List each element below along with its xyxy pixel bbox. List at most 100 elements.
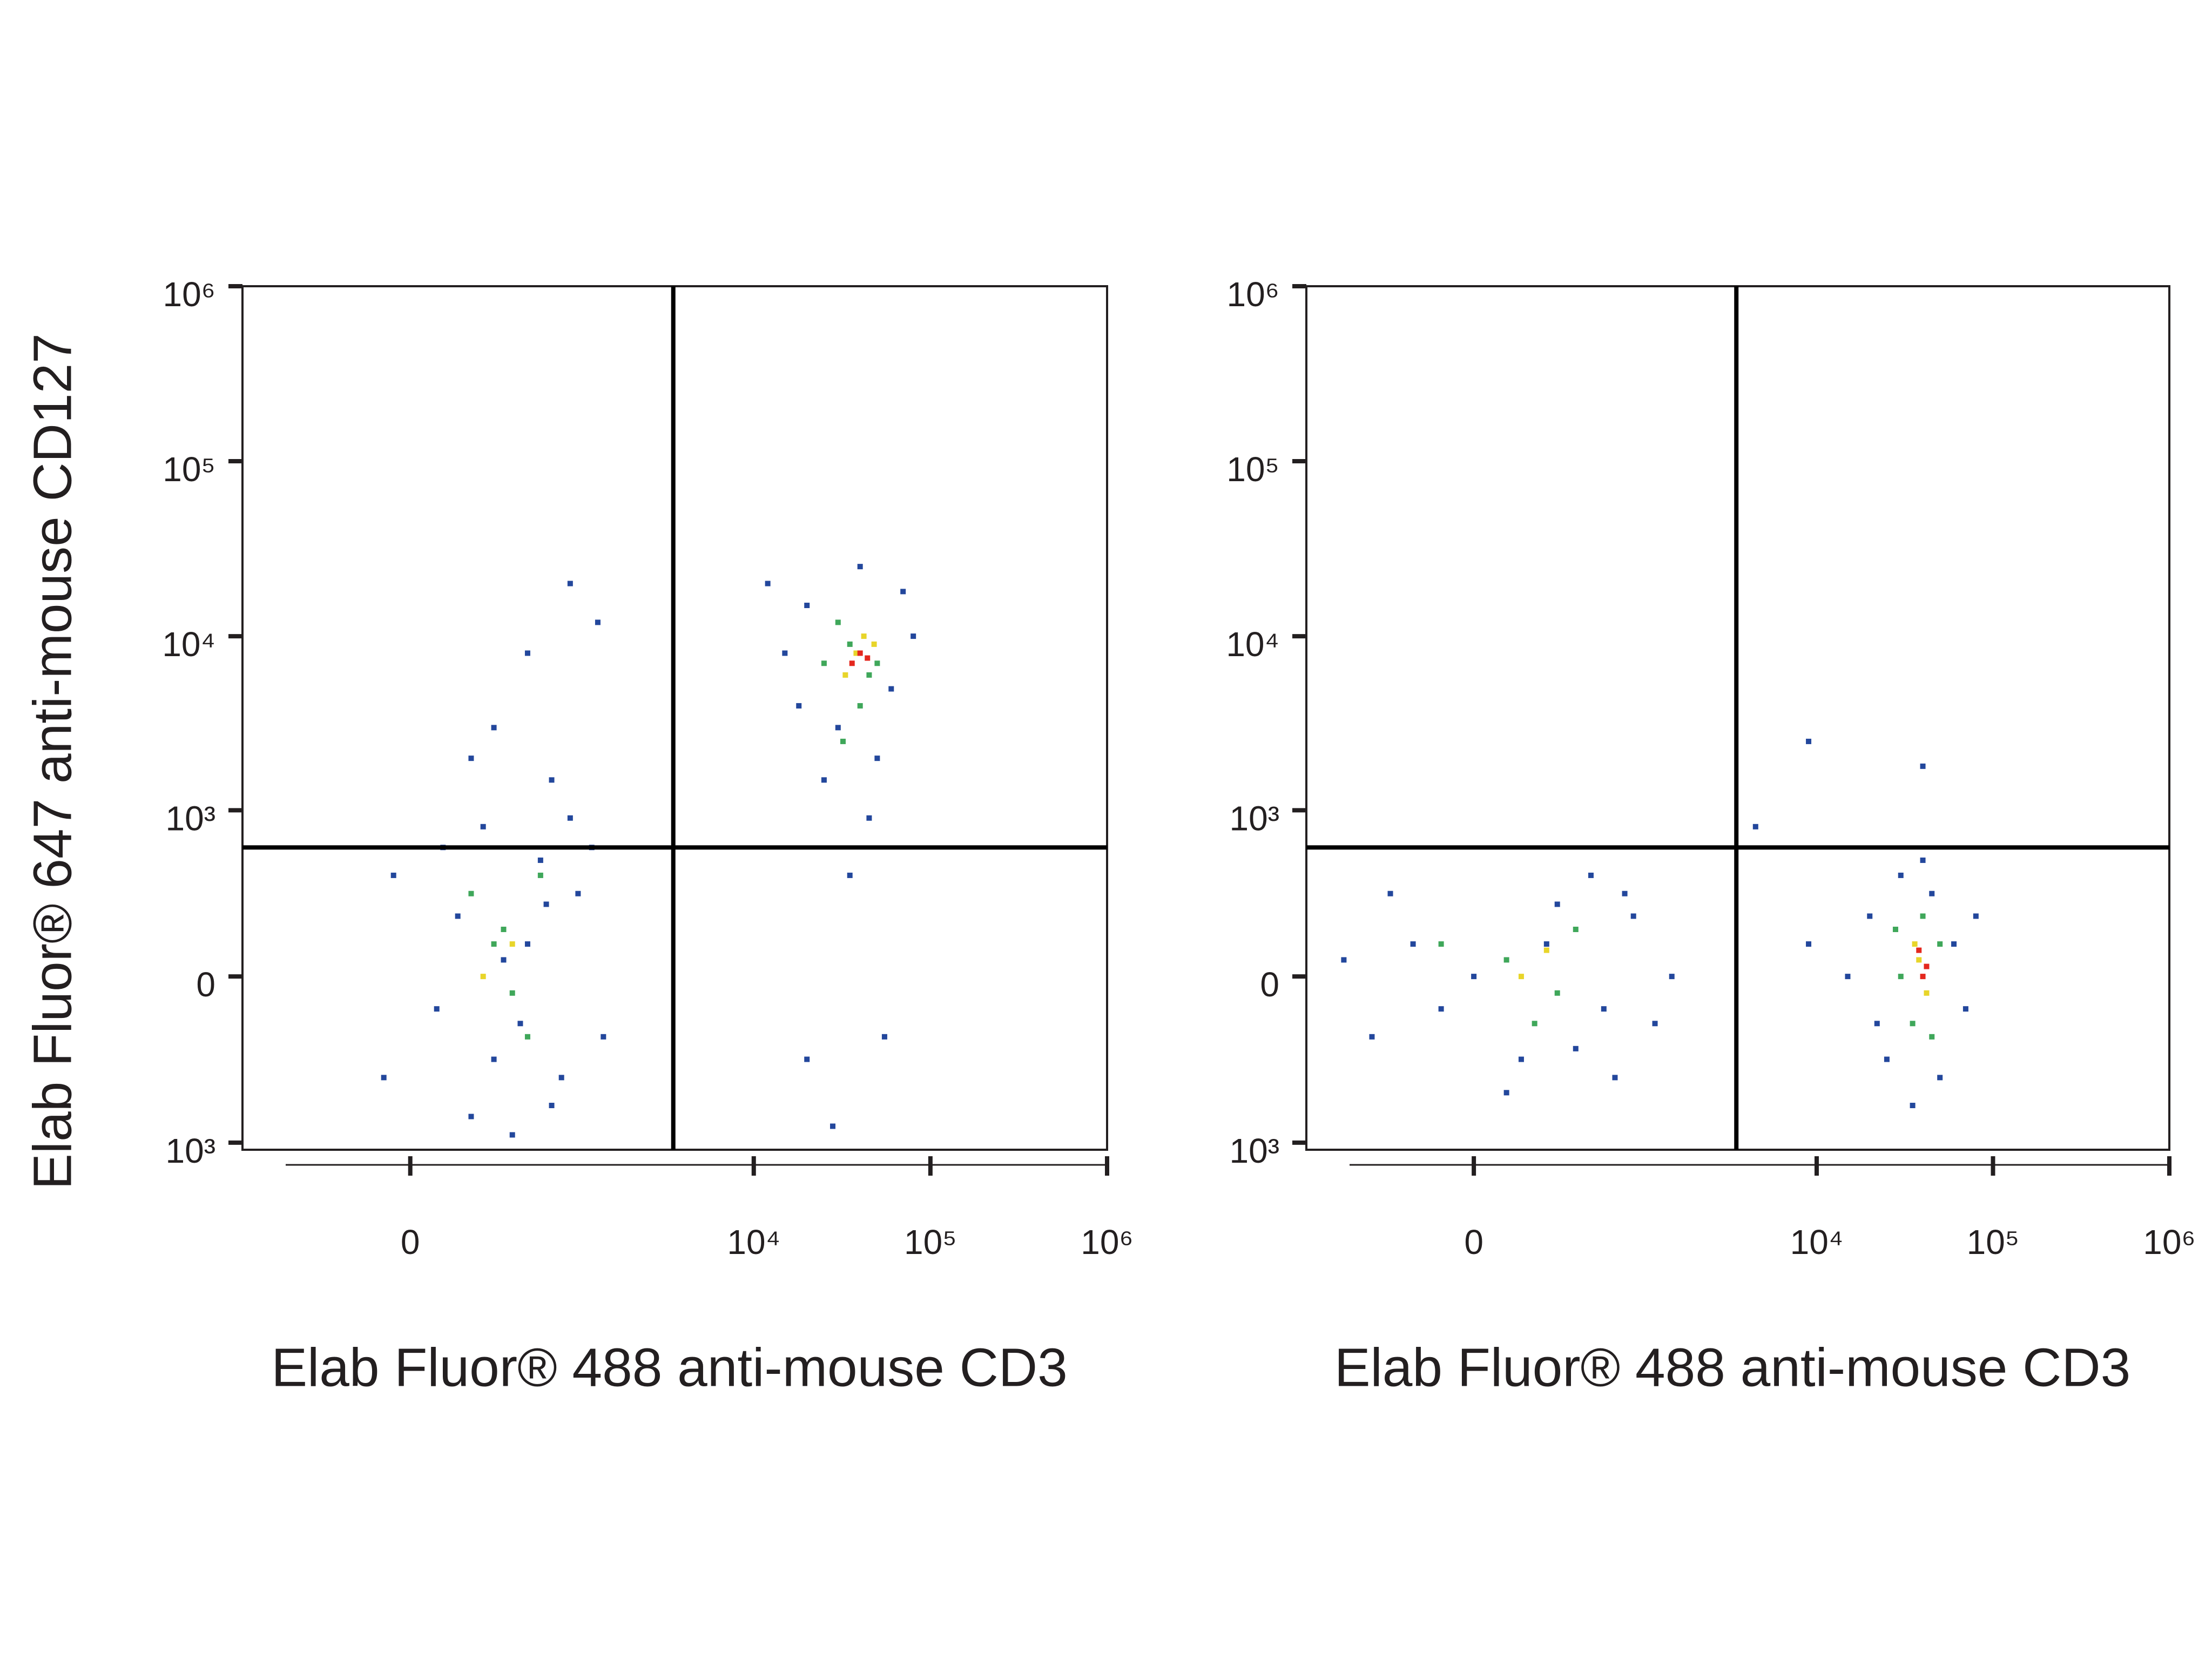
- event-dot: [509, 1132, 515, 1138]
- event-dot: [1920, 857, 1926, 863]
- event-dot: [558, 1075, 564, 1081]
- event-dot: [1588, 872, 1594, 878]
- event-dot: [491, 1056, 497, 1062]
- event-dot: [857, 650, 863, 656]
- event-dot: [1410, 941, 1416, 947]
- event-dot: [1898, 974, 1904, 980]
- event-dot: [1916, 957, 1922, 963]
- event-dot: [1924, 963, 1930, 969]
- event-dot: [1543, 947, 1549, 953]
- x-tick-label: 10⁶: [2143, 1223, 2196, 1262]
- event-dot: [1503, 957, 1509, 963]
- event-dot: [765, 581, 771, 586]
- y-tick-label: 10⁵: [163, 450, 215, 489]
- event-dot: [567, 581, 573, 586]
- event-dot: [381, 1075, 387, 1081]
- event-dot: [1937, 941, 1943, 947]
- event-dot: [866, 672, 872, 678]
- event-dot: [871, 641, 877, 647]
- event-dot: [1387, 891, 1393, 896]
- event-dot: [491, 725, 497, 731]
- event-dot: [1573, 926, 1579, 932]
- event-dot: [782, 650, 788, 656]
- x-tick-label: 0: [1464, 1223, 1483, 1262]
- event-dot: [881, 1034, 887, 1040]
- event-dot: [1369, 1034, 1375, 1040]
- event-dot: [1845, 974, 1851, 980]
- event-dot: [1622, 891, 1628, 896]
- event-dot: [804, 1056, 810, 1062]
- event-dot: [900, 589, 906, 595]
- y-tick-label: 10³: [1230, 799, 1280, 838]
- event-dot: [1573, 1046, 1579, 1051]
- plot: 10³ 0 10³ 10⁴ 10⁵ 10⁶ 0 10⁴ 10⁵ 10⁶ Elab Fluor® 48…: [1226, 275, 2195, 1398]
- event-dot: [1806, 941, 1812, 947]
- event-dot: [861, 633, 867, 639]
- event-dot: [1612, 1075, 1618, 1081]
- event-dot: [468, 1114, 474, 1120]
- event-dot: [1518, 974, 1524, 980]
- event-dot: [1963, 1006, 1968, 1012]
- event-dot: [480, 974, 486, 980]
- event-dot: [390, 872, 396, 878]
- event-dot: [835, 725, 841, 731]
- y-tick-label: 10³: [1230, 1131, 1280, 1170]
- event-dot: [480, 824, 486, 830]
- event-dot: [1916, 947, 1922, 953]
- event-dot: [866, 815, 872, 821]
- event-dot: [1929, 891, 1935, 896]
- x-tick-label: 10⁵: [1967, 1223, 2020, 1262]
- event-dot: [1341, 957, 1347, 963]
- event-dot: [857, 703, 863, 709]
- event-dot: [911, 633, 916, 639]
- event-dot: [1912, 941, 1918, 947]
- event-dot: [1937, 1075, 1943, 1081]
- event-dot: [1973, 913, 1979, 919]
- event-dot: [1518, 1056, 1524, 1062]
- y-tick-label: 10³: [166, 1131, 216, 1170]
- event-dot: [537, 872, 543, 878]
- event-dot: [1898, 872, 1904, 878]
- event-dot: [1874, 1021, 1880, 1027]
- event-dot: [821, 777, 827, 783]
- x-axis-title: Elab Fluor® 488 anti-mouse CD3: [1334, 1337, 2130, 1398]
- event-dot: [468, 756, 474, 761]
- event-dot: [1532, 1021, 1537, 1027]
- event-dot: [1554, 990, 1560, 996]
- event-dot: [501, 957, 507, 963]
- y-tick-label: 10⁶: [163, 275, 215, 314]
- y-tick-label: 10⁵: [1226, 450, 1279, 489]
- event-dot: [857, 564, 863, 570]
- x-axis-title: Elab Fluor® 488 anti-mouse CD3: [271, 1337, 1067, 1398]
- x-tick-label: 10⁶: [1081, 1223, 1134, 1262]
- event-dot: [1924, 990, 1930, 996]
- event-dot: [821, 660, 827, 666]
- event-dot: [835, 619, 841, 625]
- event-dot: [1752, 824, 1758, 830]
- event-dot: [491, 941, 497, 947]
- event-dot: [1438, 1006, 1444, 1012]
- event-dot: [549, 1103, 555, 1109]
- event-dot: [1669, 974, 1675, 980]
- event-dot: [455, 913, 461, 919]
- event-dot: [888, 686, 894, 692]
- event-dot: [517, 1021, 523, 1027]
- event-dot: [874, 660, 880, 666]
- event-dot: [1892, 926, 1898, 932]
- event-dot: [842, 672, 848, 678]
- event-dot: [804, 603, 810, 609]
- event-dot: [847, 872, 853, 878]
- event-dot: [524, 941, 530, 947]
- event-dot: [537, 857, 543, 863]
- event-dot: [849, 660, 855, 666]
- y-tick-label: 10⁶: [1226, 275, 1279, 314]
- event-dot: [575, 891, 581, 896]
- event-dot: [524, 1034, 530, 1040]
- event-dot: [1543, 941, 1549, 947]
- event-dot: [1806, 738, 1812, 744]
- event-dot: [840, 738, 846, 744]
- event-dot: [549, 777, 555, 783]
- event-dot: [830, 1123, 836, 1129]
- event-dot: [1630, 913, 1636, 919]
- event-dot: [1920, 763, 1926, 769]
